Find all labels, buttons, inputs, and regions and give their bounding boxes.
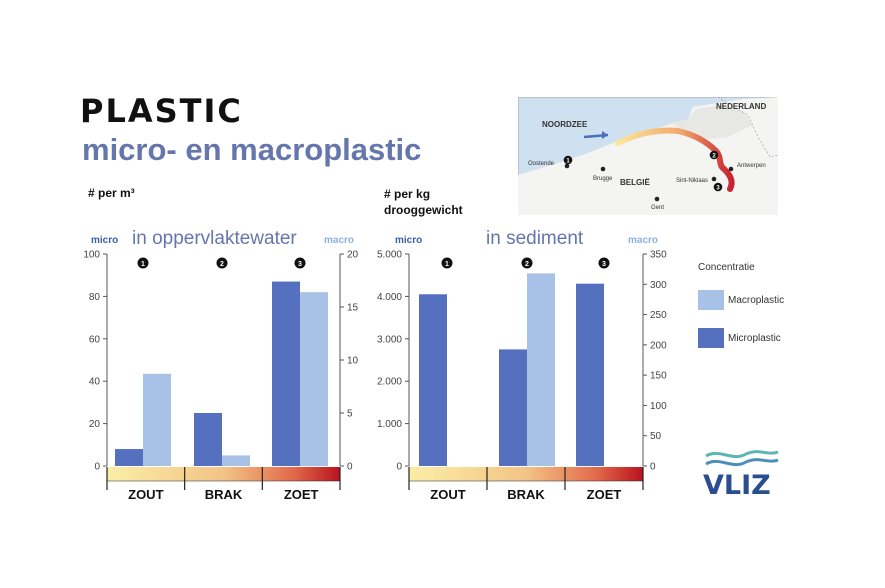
category-marker-label: 3	[602, 261, 606, 268]
map-label-sea: NOORDZEE	[542, 120, 588, 129]
chart2-title: in sediment	[486, 228, 584, 249]
left-tick-label: 20	[89, 419, 101, 430]
map-city-label: Oostende	[528, 161, 555, 167]
chart1-title: in oppervlaktewater	[132, 228, 297, 249]
chart2-unit-label: # per kg drooggewicht	[384, 187, 463, 217]
chart2-left-axis-tag: micro	[395, 235, 423, 246]
category-marker-label: 3	[298, 261, 302, 268]
right-tick-label: 250	[650, 310, 667, 321]
right-tick-label: 100	[650, 401, 667, 412]
category-label: BRAK	[205, 487, 243, 502]
right-tick-label: 200	[650, 340, 667, 351]
right-tick-label: 15	[347, 303, 359, 314]
legend-swatch-micro	[698, 328, 724, 348]
bar-macro	[527, 273, 555, 466]
category-label: ZOET	[587, 487, 622, 502]
vliz-waves-icon	[705, 450, 779, 467]
bar-micro	[272, 281, 300, 466]
category-label: ZOUT	[128, 487, 163, 502]
bar-micro	[115, 449, 143, 466]
bar-micro	[194, 413, 222, 466]
map-marker-label: 1	[566, 159, 570, 165]
left-tick-label: 4.000	[377, 292, 402, 303]
category-marker-label: 1	[141, 261, 145, 268]
map-city-label: Antwerpen	[737, 163, 766, 169]
left-tick-label: 0	[94, 462, 100, 473]
right-tick-label: 5	[347, 409, 353, 420]
category-label: ZOUT	[430, 487, 465, 502]
vliz-logo-text: VLIZ	[703, 470, 771, 501]
map-label-nl: NEDERLAND	[716, 102, 766, 111]
right-tick-label: 350	[650, 250, 667, 261]
category-marker	[137, 257, 149, 269]
scheldt-map: NOORDZEE NEDERLAND BELGIË Oostende Brugg…	[518, 97, 778, 215]
left-tick-label: 3.000	[377, 334, 402, 345]
chart1-left-axis-tag: micro	[91, 235, 119, 246]
chart2-right-axis-tag: macro	[628, 235, 659, 246]
map-city-dot	[654, 196, 660, 202]
left-tick-label: 0	[396, 462, 402, 473]
right-tick-label: 150	[650, 371, 667, 382]
category-marker-label: 1	[445, 261, 449, 268]
right-tick-label: 10	[347, 356, 359, 367]
map-marker-label: 3	[716, 186, 720, 192]
right-tick-label: 0	[650, 462, 656, 473]
bar-micro	[576, 283, 604, 466]
salinity-gradient-strip	[409, 467, 643, 481]
left-tick-label: 5.000	[377, 250, 402, 261]
map-city-dot	[600, 166, 606, 172]
map-city-label: Brugge	[593, 176, 613, 182]
bar-macro	[143, 373, 171, 466]
legend-title: Concentratie	[698, 262, 755, 273]
page-title: PLASTIC	[80, 92, 243, 130]
category-marker-label: 2	[220, 261, 224, 268]
right-tick-label: 300	[650, 280, 667, 291]
bar-macro	[300, 292, 328, 466]
left-tick-label: 2.000	[377, 377, 402, 388]
left-tick-label: 80	[89, 292, 101, 303]
category-marker	[521, 257, 533, 269]
bar-macro	[222, 455, 250, 466]
left-tick-label: 60	[89, 334, 101, 345]
map-city-label: Sint-Niklaas	[676, 178, 708, 184]
category-marker	[598, 257, 610, 269]
left-tick-label: 1.000	[377, 419, 402, 430]
right-tick-label: 20	[347, 250, 359, 261]
category-label: BRAK	[507, 487, 545, 502]
category-marker	[294, 257, 306, 269]
map-marker	[713, 182, 723, 192]
map-marker-label: 2	[712, 154, 716, 160]
map-city-dot	[564, 163, 570, 169]
category-marker	[441, 257, 453, 269]
salinity-gradient-strip	[107, 467, 340, 481]
legend-swatch-macro	[698, 290, 724, 310]
category-marker-label: 2	[525, 261, 529, 268]
left-tick-label: 40	[89, 377, 101, 388]
right-tick-label: 0	[347, 462, 353, 473]
map-city-dot	[711, 176, 717, 182]
map-city-label: Gent	[651, 205, 664, 211]
map-marker	[563, 155, 573, 165]
chart1-unit-label: # per m³	[88, 186, 135, 200]
bar-micro	[419, 294, 447, 466]
map-city-dot	[728, 166, 734, 172]
left-tick-label: 100	[83, 250, 100, 261]
category-label: ZOET	[284, 487, 319, 502]
bar-micro	[499, 349, 527, 466]
category-marker	[216, 257, 228, 269]
map-arrow-head	[602, 131, 608, 139]
chart1-right-axis-tag: macro	[324, 235, 355, 246]
right-tick-label: 50	[650, 431, 662, 442]
legend-label-micro: Microplastic	[728, 333, 781, 344]
legend-label-macro: Macroplastic	[728, 295, 785, 306]
map-label-be: BELGIË	[620, 178, 650, 187]
map-river	[615, 127, 735, 192]
map-marker	[709, 150, 719, 160]
map-island	[670, 105, 753, 139]
page-subtitle: micro- en macroplastic	[82, 132, 422, 167]
